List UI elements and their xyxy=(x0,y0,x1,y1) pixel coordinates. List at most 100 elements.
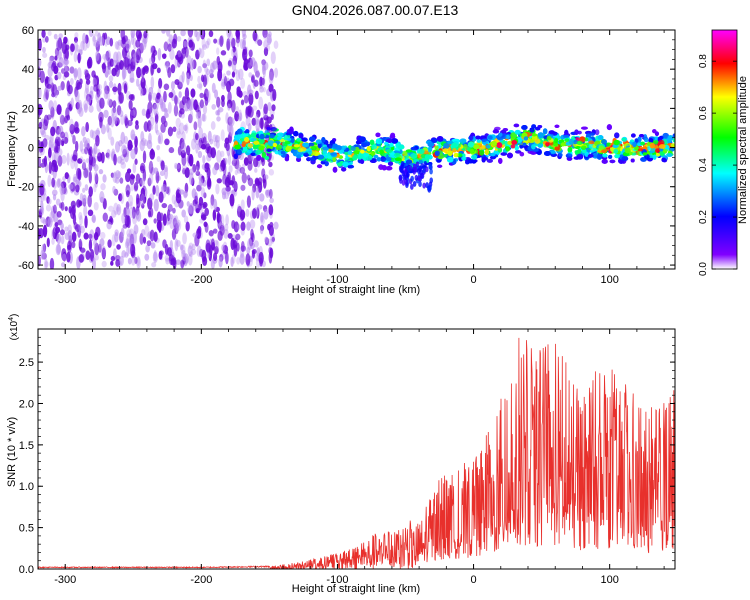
spectrogram-noise-cell xyxy=(95,90,101,103)
spectrogram-noise-cell xyxy=(41,243,46,255)
spectrogram-noise-cell xyxy=(245,208,250,218)
spectrogram-noise-cell xyxy=(176,36,182,42)
spectrogram-signal-cell xyxy=(318,154,325,160)
spectrogram-noise-cell xyxy=(187,153,192,164)
spectrogram-noise-cell xyxy=(223,228,229,239)
spectrogram-signal-cell xyxy=(491,140,497,147)
spectrogram-noise-cell xyxy=(228,31,233,44)
spectrogram-x-axis: -300 -200 -100 0 100 xyxy=(37,30,665,286)
spectrogram-noise-cell xyxy=(42,218,48,225)
spectrogram-signal-cell xyxy=(337,162,343,167)
spectrogram-noise-cell xyxy=(237,204,241,212)
spectrogram-signal-cell xyxy=(624,147,631,154)
spectrogram-noise-cell xyxy=(167,43,172,52)
spectrogram-noise-cell xyxy=(243,157,249,166)
spectrogram-noise-cell xyxy=(141,203,145,209)
spectrogram-signal-cell xyxy=(233,134,241,140)
spectrogram-noise-cell xyxy=(210,194,215,206)
spectrogram-signal-cell xyxy=(332,156,337,163)
spectrogram-noise-cell xyxy=(103,55,108,64)
spectrogram-signal-cell xyxy=(514,129,521,135)
spectrogram-noise-cell xyxy=(205,143,211,152)
spectrogram-frame xyxy=(37,29,676,270)
spectrogram-noise-cell xyxy=(246,221,251,231)
spectrogram-noise-cell xyxy=(269,197,274,204)
spectrogram-noise-cell xyxy=(78,238,82,251)
spectrogram-signal-cell xyxy=(434,150,440,157)
spectrogram-signal-cell xyxy=(424,166,429,173)
spectrogram-noise-cell xyxy=(183,215,189,224)
spectrogram-noise-cell xyxy=(106,51,111,63)
spectrogram-noise-cell xyxy=(44,36,49,43)
spectrogram-signal-cell xyxy=(270,127,277,132)
spectrogram-signal-cell xyxy=(462,143,468,149)
spectrogram-signal-cell xyxy=(378,164,384,170)
spectrogram-signal-cell xyxy=(431,137,438,143)
spectrogram-noise-cell xyxy=(63,71,70,78)
spectrogram-noise-cell xyxy=(202,113,207,122)
spectrogram-noise-cell xyxy=(55,226,61,234)
spectrogram-noise-cell xyxy=(227,232,233,239)
spectrogram-noise-cell xyxy=(221,244,225,252)
spectrogram-noise-cell xyxy=(177,50,182,58)
spectrogram-signal-cell xyxy=(369,158,377,163)
spectrogram-signal-cell xyxy=(379,149,384,155)
spectrogram-signal-cell xyxy=(422,182,426,189)
spectrogram-noise-cell xyxy=(48,161,52,174)
spectrogram-noise-cell xyxy=(263,208,269,220)
spectrogram-noise-cell xyxy=(232,46,236,53)
spectrogram-noise-cell xyxy=(60,222,64,230)
spectrogram-noise-cell xyxy=(44,258,48,269)
spectrogram-noise-cell xyxy=(38,58,42,68)
spectrogram-noise-cell xyxy=(225,251,229,265)
spectrogram-noise-cell xyxy=(248,49,253,58)
spectrogram-noise-cell xyxy=(73,51,78,63)
spectrogram-signal-cell xyxy=(630,158,635,163)
spectrogram-signal-cell xyxy=(303,152,310,157)
spectrogram-noise-cell xyxy=(210,259,215,269)
spectrogram-noise-cell xyxy=(219,214,225,228)
spectrogram-noise-cell xyxy=(189,172,194,186)
spectrogram-noise-cell xyxy=(151,63,158,70)
spectrogram-signal-cell xyxy=(453,152,459,158)
spectrogram-signal-cell xyxy=(275,144,283,151)
snr-xtick-label: -200 xyxy=(190,574,212,586)
spectrogram-noise-cell xyxy=(143,121,149,132)
spectrogram-noise-cell xyxy=(218,256,223,268)
spectrogram-noise-cell xyxy=(237,68,244,80)
spectrogram-noise-cell xyxy=(125,190,130,198)
spectrogram-noise-cell xyxy=(155,129,160,136)
spectrogram-noise-cell xyxy=(60,262,66,268)
spectrogram-signal-cell xyxy=(352,155,358,161)
spectrogram-noise-cell xyxy=(205,40,210,49)
spectrogram-noise-cell xyxy=(256,109,261,118)
spectrogram-signal-cell xyxy=(642,152,648,156)
spectrogram-noise-cell xyxy=(92,147,96,159)
spectrogram-noise-cell xyxy=(187,205,193,214)
spectrogram-noise-cell xyxy=(126,215,131,229)
spectrogram-signal-cell xyxy=(266,148,272,152)
spectrogram-noise-cell xyxy=(93,171,98,183)
spectrogram-signal-cell xyxy=(577,148,582,153)
spectrogram-noise-cell xyxy=(72,173,78,186)
spectrogram-signal-cell xyxy=(266,126,271,131)
spectrogram-signal-cell xyxy=(417,175,421,182)
spectrogram-noise-cell xyxy=(233,181,238,190)
spectrogram-signal-cell xyxy=(498,132,503,137)
spectrogram-noise-cell xyxy=(216,178,222,184)
spectrogram-noise-cell xyxy=(197,75,201,84)
spectrogram-signal-cell xyxy=(261,151,266,158)
colorbar-gradient xyxy=(711,29,738,270)
spectrogram-noise-cell xyxy=(167,67,172,79)
spectrogram-noise-cell xyxy=(124,57,130,70)
spectrogram-noise-cell xyxy=(44,261,49,268)
spectrogram-noise-cell xyxy=(113,115,118,125)
spectrogram-noise-cell xyxy=(117,82,122,96)
spectrogram-noise-cell xyxy=(243,94,249,104)
spectrogram-noise-cell xyxy=(182,168,186,175)
spectrogram-ytick-label: 0 xyxy=(28,143,34,155)
spectrogram-noise-cell xyxy=(202,136,207,150)
spectrogram-noise-cell xyxy=(142,218,148,226)
spectrogram-noise-cell xyxy=(56,178,61,188)
spectrogram-noise-cell xyxy=(63,136,69,145)
